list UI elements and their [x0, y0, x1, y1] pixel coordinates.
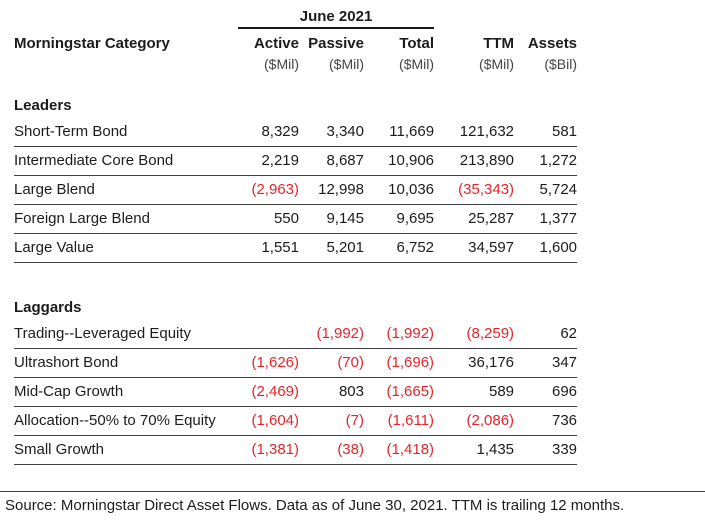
cell-active: 8,329: [238, 117, 299, 147]
column-header-active: Active: [253, 35, 299, 52]
cell-ttm: (35,343): [434, 175, 515, 205]
cell-active: 2,219: [238, 146, 299, 176]
group-header-spacer: [514, 6, 577, 28]
cell-assets: 696: [514, 377, 578, 407]
cell-total: (1,418): [364, 435, 435, 465]
cell-assets: 581: [514, 117, 578, 147]
table-row: Intermediate Core Bond 2,219 8,687 10,90…: [14, 146, 578, 176]
cell-ttm: 25,287: [434, 204, 515, 234]
cell-active: (2,469): [238, 377, 299, 407]
cell-category: Ultrashort Bond: [14, 348, 238, 378]
cell-passive: 3,340: [299, 117, 364, 147]
cell-category: Trading--Leveraged Equity: [14, 319, 238, 349]
cell-active: 1,551: [238, 233, 299, 263]
cell-ttm: 589: [434, 377, 515, 407]
cell-active: (2,963): [238, 175, 299, 205]
cell-assets: 736: [514, 406, 578, 436]
cell-passive: (38): [299, 435, 364, 465]
cell-passive: 12,998: [299, 175, 364, 205]
cell-category: Large Value: [14, 233, 238, 263]
cell-total: 9,695: [364, 204, 435, 234]
column-header-ttm: TTM: [483, 35, 515, 52]
cell-category: Short-Term Bond: [14, 117, 238, 147]
section-heading-leaders-row: Leaders: [14, 94, 577, 117]
cell-ttm: (2,086): [434, 406, 515, 436]
cell-ttm: 36,176: [434, 348, 515, 378]
cell-total: 10,036: [364, 175, 435, 205]
cell-passive: (1,992): [299, 319, 364, 349]
fund-flows-table: June 2021 Morningstar Category Active Pa…: [14, 6, 578, 465]
cell-total: (1,611): [364, 406, 435, 436]
table-row: Large Blend (2,963) 12,998 10,036 (35,34…: [14, 175, 578, 205]
section-heading-laggards: Laggards: [14, 299, 82, 316]
cell-total: 6,752: [364, 233, 435, 263]
cell-passive: 8,687: [299, 146, 364, 176]
table-row: Large Value 1,551 5,201 6,752 34,597 1,6…: [14, 233, 578, 263]
column-header-assets: Assets: [527, 35, 578, 52]
cell-category: Large Blend: [14, 175, 238, 205]
cell-passive: (7): [299, 406, 364, 436]
cell-assets: 5,724: [514, 175, 578, 205]
cell-active: (1,381): [238, 435, 299, 465]
table-row: Ultrashort Bond (1,626) (70) (1,696) 36,…: [14, 348, 578, 378]
footer: Source: Morningstar Direct Asset Flows. …: [0, 491, 705, 514]
source-note: Source: Morningstar Direct Asset Flows. …: [5, 497, 625, 514]
cell-assets: 1,377: [514, 204, 578, 234]
cell-active: (1,604): [238, 406, 299, 436]
table-row: Small Growth (1,381) (38) (1,418) 1,435 …: [14, 435, 578, 465]
group-header-spacer: [14, 6, 238, 28]
table-row: Short-Term Bond 8,329 3,340 11,669 121,6…: [14, 117, 578, 147]
cell-category: Allocation--50% to 70% Equity: [14, 406, 238, 436]
column-header-category: Morningstar Category: [14, 35, 170, 52]
column-header-passive: Passive: [308, 35, 364, 52]
column-header-total: Total: [399, 35, 435, 52]
cell-ttm: 121,632: [434, 117, 515, 147]
group-header-spacer: [434, 6, 514, 28]
unit-passive: ($Mil): [329, 56, 364, 72]
cell-category: Mid-Cap Growth: [14, 377, 238, 407]
cell-active: (1,626): [238, 348, 299, 378]
cell-total: 11,669: [364, 117, 435, 147]
cell-category: Intermediate Core Bond: [14, 146, 238, 176]
cell-assets: 1,600: [514, 233, 578, 263]
cell-active: [238, 319, 299, 349]
section-heading-laggards-row: Laggards: [14, 296, 577, 319]
cell-ttm: (8,259): [434, 319, 515, 349]
cell-ttm: 34,597: [434, 233, 515, 263]
table-row: Trading--Leveraged Equity (1,992) (1,992…: [14, 319, 578, 349]
cell-assets: 339: [514, 435, 578, 465]
cell-passive: (70): [299, 348, 364, 378]
cell-assets: 347: [514, 348, 578, 378]
cell-passive: 9,145: [299, 204, 364, 234]
section-heading-leaders: Leaders: [14, 97, 72, 114]
units-spacer: [14, 54, 238, 74]
table-row: Mid-Cap Growth (2,469) 803 (1,665) 589 6…: [14, 377, 578, 407]
cell-ttm: 213,890: [434, 146, 515, 176]
cell-passive: 803: [299, 377, 364, 407]
column-header-row: Morningstar Category Active Passive Tota…: [14, 28, 577, 54]
cell-assets: 1,272: [514, 146, 578, 176]
unit-assets: ($Bil): [544, 56, 578, 72]
cell-active: 550: [238, 204, 299, 234]
footer-divider: [0, 491, 705, 492]
cell-category: Foreign Large Blend: [14, 204, 238, 234]
unit-active: ($Mil): [264, 56, 299, 72]
cell-total: (1,696): [364, 348, 435, 378]
cell-total: (1,665): [364, 377, 435, 407]
cell-passive: 5,201: [299, 233, 364, 263]
cell-total: 10,906: [364, 146, 435, 176]
table-row: Allocation--50% to 70% Equity (1,604) (7…: [14, 406, 578, 436]
table-row: Foreign Large Blend 550 9,145 9,695 25,2…: [14, 204, 578, 234]
cell-category: Small Growth: [14, 435, 238, 465]
cell-total: (1,992): [364, 319, 435, 349]
group-header-june-2021: June 2021: [238, 6, 435, 29]
unit-total: ($Mil): [399, 56, 435, 72]
group-header-row: June 2021: [14, 6, 577, 29]
unit-ttm: ($Mil): [479, 56, 515, 72]
cell-ttm: 1,435: [434, 435, 515, 465]
cell-assets: 62: [514, 319, 578, 349]
units-row: ($Mil) ($Mil) ($Mil) ($Mil) ($Bil): [14, 54, 577, 74]
